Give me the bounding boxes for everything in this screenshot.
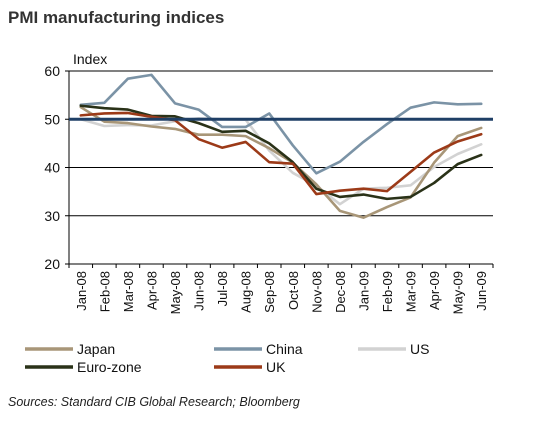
legend-label-euro-zone: Euro-zone <box>77 359 142 375</box>
legend-label-uk: UK <box>266 359 286 375</box>
x-tick-label: May-08 <box>168 271 183 314</box>
x-tick-label: Apr-09 <box>427 271 442 310</box>
legend-label-china: China <box>266 341 303 357</box>
x-tick-label: Aug-08 <box>239 271 254 313</box>
y-tick-label: 40 <box>44 160 60 176</box>
y-tick-label: 60 <box>44 63 60 79</box>
x-tick-label: Dec-08 <box>333 271 348 313</box>
y-tick-label: 30 <box>44 208 60 224</box>
line-chart: 20 30 40 50 60 Index Jan-08 Feb-08 Mar-08 Apr-08… <box>25 51 494 375</box>
source-note: Sources: Standard CIB Global Research; B… <box>8 395 300 409</box>
x-tick-label: Apr-08 <box>144 271 159 310</box>
series-line-euro-zone <box>79 104 483 201</box>
chart-title: PMI manufacturing indices <box>8 8 225 27</box>
y-axis-label: Index <box>73 51 107 67</box>
x-tick-label: Jun-08 <box>192 271 207 311</box>
legend-label-us: US <box>410 341 429 357</box>
x-tick-label: May-09 <box>451 271 466 314</box>
x-tick-label: Sep-08 <box>262 271 277 313</box>
legend: Japan China US Euro-zone UK <box>25 341 429 375</box>
x-tick-label: Feb-08 <box>97 271 112 312</box>
x-tick-label: Jun-09 <box>474 271 489 311</box>
x-tick-label: Jan-09 <box>356 271 371 311</box>
y-tick-label: 50 <box>44 111 60 127</box>
y-tick-label: 20 <box>44 256 60 272</box>
x-tick-label: Jul-08 <box>215 271 230 306</box>
x-tick-label: Nov-08 <box>309 271 324 313</box>
x-tick-labels: Jan-08 Feb-08 Mar-08 Apr-08 May-08 Jun-08 Jul-… <box>74 271 489 314</box>
axis-layer: 20 30 40 50 60 Index <box>44 51 494 272</box>
series-line-japan <box>79 105 483 219</box>
grid-layer <box>69 70 493 217</box>
x-tick-label: Mar-09 <box>404 271 419 312</box>
series-line-china <box>79 73 483 175</box>
x-tick-label: Feb-09 <box>380 271 395 312</box>
x-tick-label: Oct-08 <box>286 271 301 310</box>
x-tick-label: Mar-08 <box>121 271 136 312</box>
legend-label-japan: Japan <box>77 341 115 357</box>
series-line-uk <box>79 111 483 196</box>
x-tick-label: Jan-08 <box>74 271 89 311</box>
series-layer <box>69 73 493 219</box>
